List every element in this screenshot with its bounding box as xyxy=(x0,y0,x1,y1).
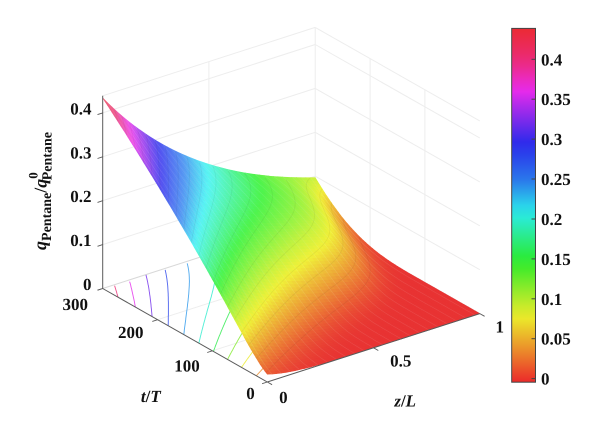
svg-text:0.5: 0.5 xyxy=(390,352,411,371)
svg-text:qPentane/q0Pentane: qPentane/q0Pentane xyxy=(26,132,56,250)
svg-text:0: 0 xyxy=(83,275,92,294)
svg-text:t/T: t/T xyxy=(141,387,161,406)
svg-text:1: 1 xyxy=(495,317,504,336)
svg-text:0.3: 0.3 xyxy=(541,130,562,149)
svg-text:0.2: 0.2 xyxy=(70,187,91,206)
svg-text:0.4: 0.4 xyxy=(541,50,563,69)
svg-text:0.1: 0.1 xyxy=(541,290,562,309)
svg-text:0.15: 0.15 xyxy=(541,250,571,269)
svg-text:0.2: 0.2 xyxy=(541,210,562,229)
svg-text:0.05: 0.05 xyxy=(541,330,571,349)
svg-text:0.25: 0.25 xyxy=(541,170,571,189)
svg-text:0: 0 xyxy=(279,388,288,407)
svg-text:0.3: 0.3 xyxy=(70,143,91,162)
svg-text:0.1: 0.1 xyxy=(70,231,91,250)
svg-text:0: 0 xyxy=(541,370,550,389)
svg-text:200: 200 xyxy=(118,323,144,342)
svg-text:0: 0 xyxy=(246,384,255,403)
svg-text:300: 300 xyxy=(62,295,88,314)
svg-text:z/L: z/L xyxy=(393,391,416,410)
svg-text:0.35: 0.35 xyxy=(541,90,571,109)
svg-text:0.4: 0.4 xyxy=(70,99,92,118)
svg-text:100: 100 xyxy=(174,356,200,375)
